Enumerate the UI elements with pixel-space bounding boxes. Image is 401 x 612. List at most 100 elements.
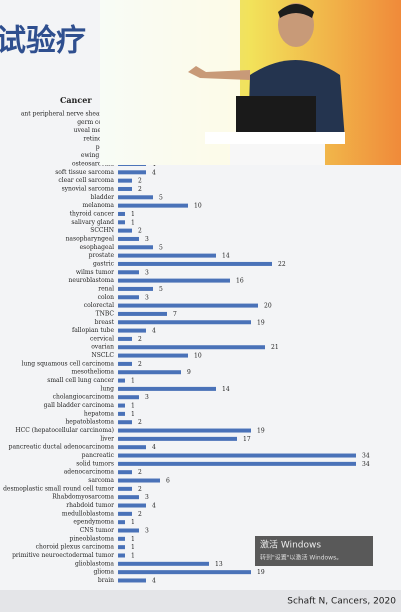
bar [118,528,139,533]
column-header: Cancer [60,95,92,105]
category-label: pancreatic [82,452,115,459]
value-label: 1 [131,403,135,410]
bar [118,378,125,383]
bar [118,303,258,308]
bar [118,520,125,525]
bar [118,561,209,566]
value-label: 10 [194,203,202,210]
value-label: 7 [173,311,177,318]
value-label: 1 [131,544,135,551]
bar [118,570,251,575]
value-label: 19 [257,569,265,576]
category-label: medulloblastoma [62,510,115,517]
category-label: osteosarcoma [72,160,114,167]
value-label: 2 [138,178,142,185]
value-label: 9 [187,369,191,376]
value-label: 1 [131,552,135,559]
category-label: NSCLC [91,352,114,359]
bar [118,470,132,475]
bar [118,578,146,583]
bar [118,286,153,291]
value-label: 4 [152,444,156,451]
category-label: wilms tumor [76,269,114,276]
category-label: gastric [93,260,115,267]
value-label: 1 [131,519,135,526]
category-label: liver [100,435,114,442]
value-label: 34 [362,453,370,460]
category-label: mesothelioma [72,369,115,376]
category-label: uveal melano [74,127,115,134]
value-label: 34 [362,461,370,468]
bar [118,486,132,491]
value-label: 3 [145,528,149,535]
bar [118,220,125,225]
category-label: bladder [91,194,115,201]
category-label: TNBC [96,310,115,317]
watermark: 激活 Windows 转到"设置"以激活 Windows。 [255,536,373,566]
bar [118,461,356,466]
bar [118,495,139,500]
category-label: retinoblas [83,135,114,142]
value-label: 14 [222,386,230,393]
category-label: hepatoblastoma [65,419,114,426]
bar [118,411,125,416]
category-label: breast [95,319,115,326]
category-label: synovial sarcoma [62,185,115,192]
category-label: CNS tumor [80,527,114,534]
bar [118,328,146,333]
bar [118,245,153,250]
category-label: desmoplastic small round cell tumor [3,485,114,492]
category-label: brain [98,577,114,584]
category-label: gall bladder carcinoma [44,402,115,409]
value-label: 2 [138,186,142,193]
value-label: 2 [138,486,142,493]
bar [118,553,125,558]
bottom-strip [0,590,401,612]
category-label: ant peripheral nerve sheath tu [21,111,114,118]
bar [118,370,181,375]
watermark-text: 转到"设置"以激活 Windows。 [260,554,342,562]
value-label: 10 [194,353,202,360]
category-label: cervical [90,335,114,342]
category-label: colon [98,294,115,301]
category-label: nasopharyngeal [66,235,115,242]
category-label: primitive neuroectodermal tumor [12,552,114,559]
value-label: 19 [257,319,265,326]
value-label: 20 [264,303,272,310]
bar [118,295,139,300]
bar [118,178,132,183]
bar [118,211,125,216]
category-label: glioma [93,569,114,576]
value-label: 1 [131,378,135,385]
value-label: 14 [222,253,230,260]
bar [118,203,188,208]
category-label: Rhabdomyosarcoma [52,494,114,501]
category-label: HCC (hepatocellular carcinoma) [15,427,114,434]
category-label: cholangiocarcinoma [53,394,115,401]
category-label: soft tissue sarcoma [55,169,114,176]
value-label: 1 [131,411,135,418]
category-label: ovarian [91,344,114,351]
value-label: 2 [138,469,142,476]
value-label: 5 [159,194,163,201]
value-label: 16 [236,278,244,285]
bar [118,395,139,400]
bar [118,545,125,550]
category-label: ewing sarc [81,152,115,159]
bar [118,536,125,541]
category-label: glioblastoma [75,560,114,567]
value-label: 1 [131,211,135,218]
citation: Schaft N, Cancers, 2020 [287,597,396,607]
category-label: pineoblastoma [70,535,115,542]
category-label: lung squamous cell carcinoma [22,360,115,367]
category-label: salivary gland [71,219,114,226]
value-label: 13 [215,561,223,568]
value-label: 2 [138,336,142,343]
bar [118,320,251,325]
bar [118,478,160,483]
bar [118,436,237,441]
bar [118,420,132,425]
bar [118,453,356,458]
value-label: 3 [145,394,149,401]
